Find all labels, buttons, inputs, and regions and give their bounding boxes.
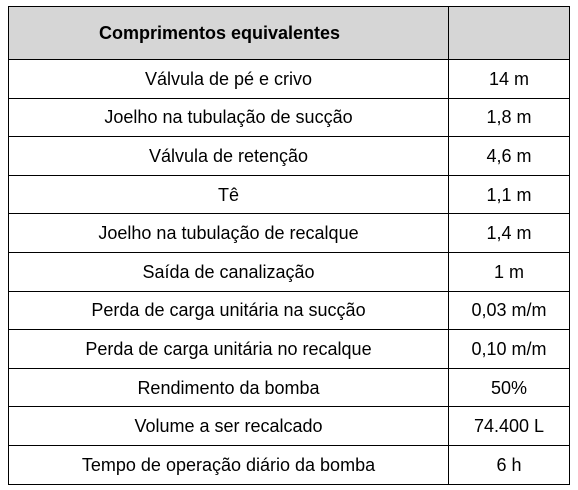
row-value: 6 h (448, 444, 570, 485)
table-row: Rendimento da bomba 50% (8, 367, 570, 408)
row-label: Rendimento da bomba (8, 367, 449, 408)
table-row: Válvula de retenção 4,6 m (8, 136, 570, 176)
table-row: Joelho na tubulação de sucção 1,8 m (8, 97, 570, 138)
row-label: Válvula de retenção (8, 136, 449, 176)
row-value: 50% (448, 367, 570, 408)
row-label: Joelho na tubulação de recalque (8, 213, 449, 253)
row-label: Perda de carga unitária no recalque (8, 329, 449, 369)
row-value: 1,8 m (448, 97, 570, 138)
row-value: 1,1 m (448, 174, 570, 215)
table-row: Volume a ser recalcado 74.400 L (8, 406, 570, 446)
table-header-title: Comprimentos equivalentes (8, 6, 449, 60)
table-row: Tempo de operação diário da bomba 6 h (8, 444, 570, 485)
table-row: Joelho na tubulação de recalque 1,4 m (8, 213, 570, 253)
row-value: 0,10 m/m (448, 329, 570, 369)
row-label: Volume a ser recalcado (8, 406, 449, 446)
row-value: 74.400 L (448, 406, 570, 446)
row-value: 1,4 m (448, 213, 570, 253)
equivalent-lengths-table: Comprimentos equivalentes Válvula de pé … (8, 6, 570, 485)
row-value: 1 m (448, 251, 570, 292)
row-label: Válvula de pé e crivo (8, 59, 449, 99)
row-value: 14 m (448, 59, 570, 99)
row-label: Tê (8, 174, 449, 215)
table-header-row: Comprimentos equivalentes (8, 6, 570, 60)
row-value: 4,6 m (448, 136, 570, 176)
row-value: 0,03 m/m (448, 290, 570, 331)
table-row: Válvula de pé e crivo 14 m (8, 59, 570, 99)
table-row: Tê 1,1 m (8, 174, 570, 215)
table-row: Perda de carga unitária na sucção 0,03 m… (8, 290, 570, 331)
table-row: Perda de carga unitária no recalque 0,10… (8, 329, 570, 369)
row-label: Joelho na tubulação de sucção (8, 97, 449, 138)
row-label: Tempo de operação diário da bomba (8, 444, 449, 485)
table-header-value (448, 6, 570, 60)
row-label: Perda de carga unitária na sucção (8, 290, 449, 331)
row-label: Saída de canalização (8, 251, 449, 292)
table-row: Saída de canalização 1 m (8, 251, 570, 292)
